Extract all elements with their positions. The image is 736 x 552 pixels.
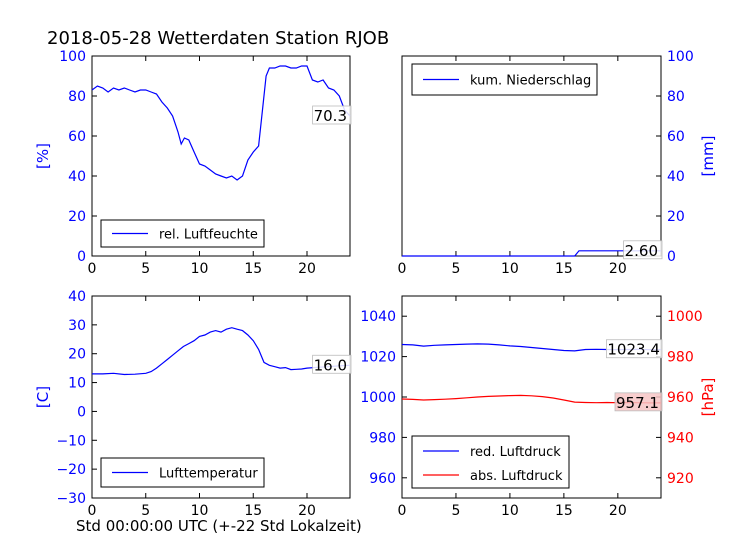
x-tick-label: 20 bbox=[609, 503, 627, 519]
plot-frame bbox=[91, 295, 351, 499]
y-axis-label: [%] bbox=[34, 143, 52, 169]
value-label: 2.60 bbox=[625, 242, 658, 260]
series-line bbox=[91, 65, 351, 181]
y-tick-label: 10 bbox=[68, 376, 86, 392]
y-tick-label: 0 bbox=[77, 404, 86, 420]
value-box bbox=[312, 105, 352, 125]
y-tick-label-right: 920 bbox=[667, 471, 694, 487]
x-tick-label: 20 bbox=[609, 261, 627, 277]
y-tick-label-right: 1000 bbox=[667, 309, 703, 325]
x-tick-label: 5 bbox=[141, 503, 150, 519]
x-tick-label: 0 bbox=[398, 261, 407, 277]
x-tick-label: 0 bbox=[88, 261, 97, 277]
panel-2: 0 5 10 15 20 0 20 40 60 80 100 [mm] 2.60 kum. Nieders… bbox=[398, 49, 717, 277]
y-tick-label: 960 bbox=[369, 471, 396, 487]
y-tick-label-right: 40 bbox=[667, 169, 685, 185]
y-tick-label: 60 bbox=[68, 129, 86, 145]
y-tick-label: 20 bbox=[68, 209, 86, 225]
x-tick-label: 15 bbox=[244, 503, 262, 519]
x-tick-label: 10 bbox=[191, 503, 209, 519]
y-tick-label: 40 bbox=[68, 289, 86, 305]
value-label: 1023.4 bbox=[607, 341, 660, 359]
value-label: 957.1 bbox=[616, 394, 659, 412]
bottom-x-axis-label: Std 00:00:00 UTC (+-22 Std Lokalzeit) bbox=[76, 517, 362, 535]
y-tick-label: 1040 bbox=[360, 309, 396, 325]
y-tick-label: 80 bbox=[68, 89, 86, 105]
panel-3: 0 5 10 15 20 −30 −20 −10 0 10 20 30 40 [C] 16.0 Lufttem… bbox=[34, 289, 352, 519]
value-label: 16.0 bbox=[314, 356, 347, 374]
y-tick-label: 100 bbox=[59, 49, 86, 65]
value-box bbox=[614, 392, 663, 412]
y-axis-label: [C] bbox=[34, 386, 52, 408]
x-tick-label: 5 bbox=[451, 503, 460, 519]
x-tick-label: 5 bbox=[141, 261, 150, 277]
y-tick-label-right: 940 bbox=[667, 430, 694, 446]
y-tick-label: 1020 bbox=[360, 350, 396, 366]
value-box bbox=[312, 354, 352, 374]
x-tick-label: 10 bbox=[191, 261, 209, 277]
plot-frame bbox=[91, 55, 351, 257]
y-tick-label: 30 bbox=[68, 318, 86, 334]
y-tick-label: 0 bbox=[77, 249, 86, 265]
y-tick-label: −20 bbox=[56, 462, 86, 478]
x-tick-label: 0 bbox=[398, 503, 407, 519]
legend-label: kum. Niederschlag bbox=[470, 74, 591, 89]
panel-4: 0 5 10 15 20 960 980 1000 1020 1040 920 940 960 980 10… bbox=[360, 295, 717, 519]
value-label: 70.3 bbox=[314, 107, 347, 125]
y-tick-label-right: 60 bbox=[667, 129, 685, 145]
x-tick-label: 5 bbox=[451, 261, 460, 277]
series-line bbox=[402, 250, 661, 257]
y-tick-label: 20 bbox=[68, 347, 86, 363]
y-tick-label-right: 0 bbox=[667, 249, 676, 265]
y-axis-label: [hPa] bbox=[699, 378, 717, 417]
y-tick-label: 1000 bbox=[360, 390, 396, 406]
figure-title: 2018-05-28 Wetterdaten Station RJOB bbox=[47, 28, 389, 49]
legend-label: Lufttemperatur bbox=[159, 467, 258, 482]
x-tick-label: 10 bbox=[501, 261, 519, 277]
x-tick-label: 20 bbox=[298, 503, 316, 519]
x-tick-label: 20 bbox=[298, 261, 316, 277]
value-box bbox=[606, 339, 663, 359]
y-tick-label: 40 bbox=[68, 169, 86, 185]
x-tick-label: 0 bbox=[88, 503, 97, 519]
y-tick-label: −10 bbox=[56, 433, 86, 449]
legend-box bbox=[411, 435, 570, 489]
x-tick-label: 10 bbox=[501, 503, 519, 519]
y-tick-label-right: 80 bbox=[667, 89, 685, 105]
y-tick-label-right: 100 bbox=[667, 49, 694, 65]
panel-1: 0 5 10 15 20 0 20 40 60 80 100 [%] 70.3 rel. Luftfeuc… bbox=[34, 49, 352, 277]
legend-label: rel. Luftfeuchte bbox=[159, 228, 258, 243]
y-tick-label-right: 980 bbox=[667, 350, 694, 366]
value-box bbox=[623, 240, 663, 260]
legend-label: abs. Luftdruck bbox=[470, 469, 563, 484]
y-tick-label: −30 bbox=[56, 491, 86, 507]
y-axis-label: [mm] bbox=[699, 136, 717, 177]
x-tick-label: 15 bbox=[555, 503, 573, 519]
legend-label: red. Luftdruck bbox=[470, 445, 561, 460]
series-line bbox=[92, 327, 351, 376]
x-tick-label: 15 bbox=[244, 261, 262, 277]
y-tick-label-right: 20 bbox=[667, 209, 685, 225]
x-tick-label: 15 bbox=[555, 261, 573, 277]
y-tick-label-right: 960 bbox=[667, 390, 694, 406]
y-tick-label: 980 bbox=[369, 430, 396, 446]
